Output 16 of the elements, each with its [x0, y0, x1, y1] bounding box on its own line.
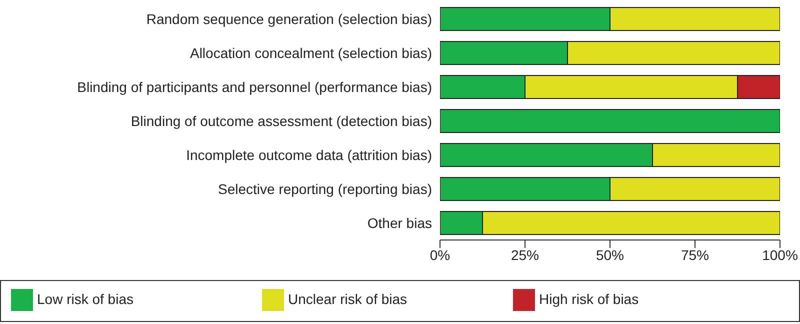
x-tick-label: 100%	[762, 246, 798, 263]
y-tick-label: Incomplete outcome data (attrition bias)	[186, 146, 432, 163]
x-tick-label: 50%	[596, 246, 624, 263]
y-tick-label: Random sequence generation (selection bias)	[146, 10, 432, 27]
y-tick-label: Other bias	[367, 214, 432, 231]
y-tick-label: Selective reporting (reporting bias)	[218, 180, 432, 197]
y-tick-label: Allocation concealment (selection bias)	[190, 44, 432, 61]
legend-label: Low risk of bias	[37, 291, 134, 308]
y-tick-label: Blinding of outcome assessment (detection bias)	[130, 112, 432, 129]
y-tick-label: Blinding of participants and personnel (performance bias)	[77, 78, 432, 95]
x-tick-label: 0%	[430, 246, 450, 263]
bar	[440, 108, 780, 133]
x-tick-label: 25%	[510, 246, 540, 263]
legend-label: High risk of bias	[539, 291, 640, 308]
legend-label: Unclear risk of bias	[288, 291, 408, 308]
x-tick-label: 75%	[680, 246, 710, 263]
